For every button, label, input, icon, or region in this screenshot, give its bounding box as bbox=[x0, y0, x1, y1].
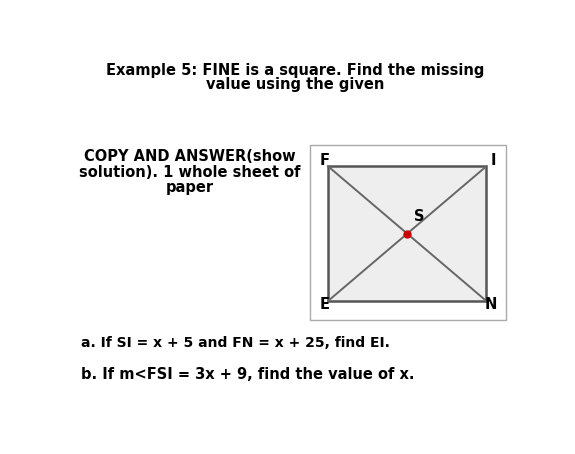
Text: paper: paper bbox=[166, 180, 214, 195]
Text: b. If m<FSI = 3x + 9, find the value of x.: b. If m<FSI = 3x + 9, find the value of … bbox=[81, 367, 414, 382]
Bar bbox=[310, 145, 507, 320]
Text: Example 5: FINE is a square. Find the missing: Example 5: FINE is a square. Find the mi… bbox=[105, 63, 484, 78]
Text: F: F bbox=[320, 153, 330, 168]
Text: a. If SI = x + 5 and FN = x + 25, find EI.: a. If SI = x + 5 and FN = x + 25, find E… bbox=[81, 336, 390, 350]
Text: I: I bbox=[491, 153, 497, 168]
Text: E: E bbox=[320, 297, 330, 312]
Bar bbox=[328, 166, 486, 301]
Text: solution). 1 whole sheet of: solution). 1 whole sheet of bbox=[79, 165, 301, 180]
Text: S: S bbox=[415, 209, 425, 224]
Text: N: N bbox=[484, 297, 497, 312]
Text: COPY AND ANSWER(show: COPY AND ANSWER(show bbox=[84, 149, 296, 164]
Text: value using the given: value using the given bbox=[205, 77, 384, 92]
